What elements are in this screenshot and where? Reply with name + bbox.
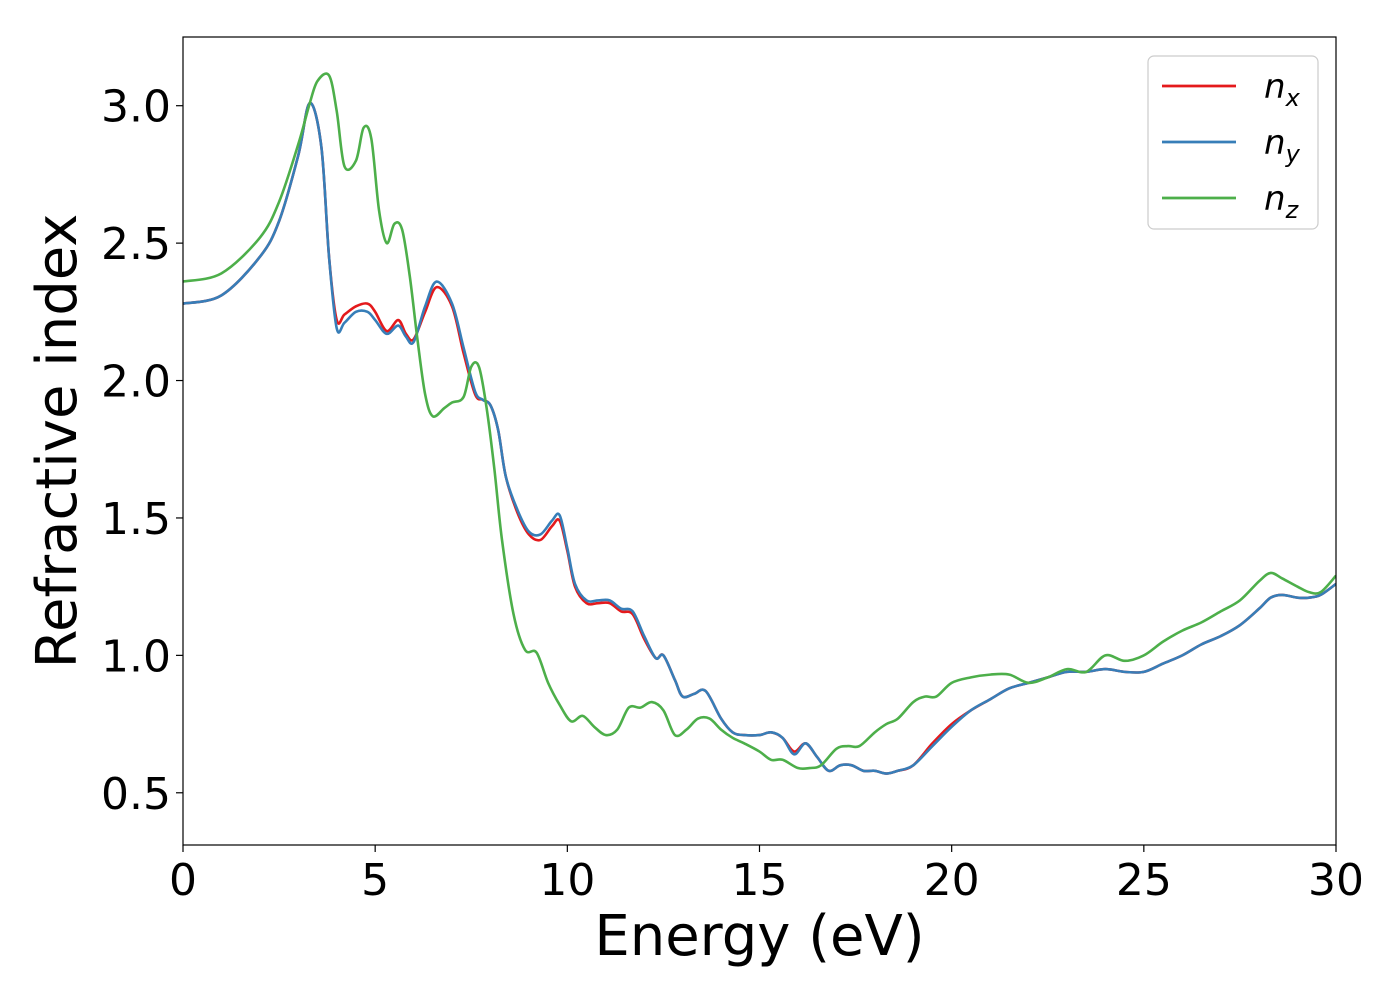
legend-label-y: ny	[1264, 123, 1301, 168]
series-line-z	[183, 72, 1336, 771]
y-tick-label: 2.5	[101, 219, 171, 270]
legend-label-x: nx	[1264, 67, 1301, 112]
x-tick-label: 25	[1116, 855, 1172, 906]
x-axis-label: Energy (eV)	[594, 904, 924, 969]
legend-label-base: n	[1264, 179, 1286, 219]
x-tick-label: 5	[361, 855, 389, 906]
legend-label-sub: z	[1285, 196, 1300, 224]
y-axis-label: Refractive index	[25, 214, 90, 669]
legend-label-base: n	[1264, 67, 1286, 107]
y-tick-label: 2.0	[101, 357, 171, 408]
x-tick-label: 0	[169, 855, 197, 906]
series-line-y	[183, 101, 1336, 775]
x-tick-label: 30	[1308, 855, 1364, 906]
ticks-layer: 0 5 10 15 20 25 30 0.5 1.0 1.5 2.0 2.5 3.0	[101, 82, 1364, 906]
legend-label-z: nz	[1264, 179, 1300, 224]
y-tick-label: 3.0	[101, 82, 171, 133]
x-tick-label: 20	[924, 855, 980, 906]
y-tick-label: 1.0	[101, 631, 171, 682]
x-tick-label: 15	[732, 855, 788, 906]
y-tick-label: 0.5	[101, 769, 171, 820]
legend-label-base: n	[1264, 123, 1286, 163]
legend-label-sub: y	[1285, 140, 1301, 168]
legend-label-sub: x	[1285, 84, 1301, 112]
x-tick-label: 10	[539, 855, 595, 906]
y-tick-label: 1.5	[101, 494, 171, 545]
series-layer	[183, 72, 1336, 775]
